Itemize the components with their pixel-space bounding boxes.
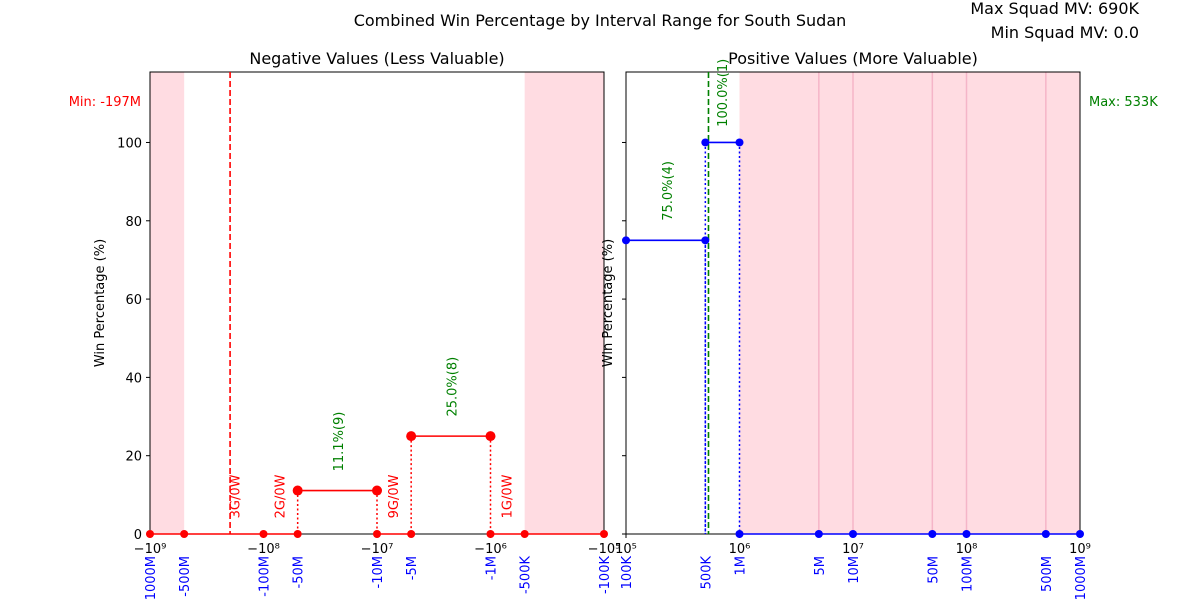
negative-values-panel: 0 20 40 60 80 100 Win Percentage (%) Negative V… xyxy=(69,49,621,600)
max-squad-mv-label: Max Squad MV: 690K xyxy=(970,0,1139,18)
data-point xyxy=(259,530,268,538)
interval-tick-label: -50M xyxy=(292,556,307,588)
data-point xyxy=(406,431,417,442)
interval-tick-label: -1000M xyxy=(144,556,159,600)
data-point xyxy=(372,485,382,496)
x-tick-label: −10⁸ xyxy=(247,542,280,557)
y-tick-label: 20 xyxy=(125,450,142,465)
data-point xyxy=(735,530,744,538)
data-point xyxy=(180,530,189,538)
interval-tick-label: 10M xyxy=(847,556,862,584)
y-tick-label: 40 xyxy=(125,371,142,386)
x-tick-label: −10⁷ xyxy=(361,542,394,557)
data-point xyxy=(622,236,630,245)
y-tick-label: 100 xyxy=(117,136,142,151)
data-point xyxy=(407,530,416,538)
data-point xyxy=(1041,530,1050,538)
data-annotation: 2G/0W xyxy=(274,474,289,518)
interval-tick-label: -100K xyxy=(598,556,613,595)
data-point xyxy=(146,530,154,538)
interval-tick-label: 100K xyxy=(620,556,635,590)
x-tick-label: −10⁹ xyxy=(134,542,167,557)
data-annotation: 1G/0W xyxy=(501,474,516,518)
interval-tick-label: -100M xyxy=(258,556,273,597)
interval-tick-label: 1M xyxy=(734,556,749,576)
data-point xyxy=(373,530,381,538)
interval-tick-label: -1M xyxy=(485,556,500,580)
interval-tick-label: 500M xyxy=(1040,556,1055,592)
data-annotation: 9G/0W xyxy=(387,474,402,518)
x-tick-label: −10⁶ xyxy=(474,542,507,557)
interval-tick-label: -5M xyxy=(405,556,420,580)
interval-tick-label: 500K xyxy=(699,556,714,590)
data-point xyxy=(701,236,710,245)
data-annotation: 75.0%(4) xyxy=(661,161,676,221)
data-point xyxy=(293,530,302,538)
y-axis-label: Win Percentage (%) xyxy=(93,239,108,367)
y-axis-label: Win Percentage (%) xyxy=(601,239,616,367)
x-tick-label: 10⁸ xyxy=(956,542,978,557)
data-point xyxy=(735,138,744,147)
data-point xyxy=(849,530,857,538)
data-point xyxy=(486,530,495,538)
interval-tick-label: 50M xyxy=(926,556,941,584)
interval-tick-label: 5M xyxy=(813,556,828,576)
figure-suptitle: Combined Win Percentage by Interval Rang… xyxy=(354,11,847,30)
data-point xyxy=(701,138,710,147)
shaded-range xyxy=(150,72,185,534)
positive-values-panel: Win Percentage (%) Positive Values (More … xyxy=(601,49,1158,600)
shaded-range xyxy=(524,72,604,534)
data-annotation: 3G/0W xyxy=(229,474,244,518)
interval-tick-label: -10M xyxy=(371,556,386,588)
x-tick-label: 10⁹ xyxy=(1069,542,1091,557)
data-point xyxy=(928,530,937,538)
min-value-label: Min: -197M xyxy=(69,95,141,110)
data-annotation: 11.1%(9) xyxy=(332,412,347,472)
y-tick-label: 60 xyxy=(125,293,142,308)
shaded-range xyxy=(739,72,1080,534)
x-tick-label: 10⁵ xyxy=(615,542,637,557)
data-point xyxy=(485,431,496,442)
x-tick-label: 10⁶ xyxy=(729,542,751,557)
interval-tick-label: 100M xyxy=(961,556,976,592)
data-point xyxy=(520,530,529,538)
data-point xyxy=(292,485,303,496)
data-point xyxy=(1076,530,1084,538)
y-tick-label: 80 xyxy=(125,215,142,230)
max-value-label: Max: 533K xyxy=(1089,95,1158,110)
data-annotation: 25.0%(8) xyxy=(446,357,461,417)
data-point xyxy=(962,530,971,538)
y-tick-label: 0 xyxy=(134,528,142,543)
data-point xyxy=(600,530,608,538)
interval-tick-label: 1000M xyxy=(1074,556,1089,600)
data-point xyxy=(814,530,823,538)
interval-tick-label: -500K xyxy=(519,556,534,595)
x-tick-label: 10⁷ xyxy=(842,542,864,557)
x-tick-label: −10⁵ xyxy=(588,542,621,557)
panel-title: Negative Values (Less Valuable) xyxy=(249,49,504,68)
data-annotation: 100.0%(1) xyxy=(716,59,731,127)
panel-title: Positive Values (More Valuable) xyxy=(728,49,978,68)
interval-tick-label: -500M xyxy=(178,556,193,597)
min-squad-mv-label: Min Squad MV: 0.0 xyxy=(991,23,1139,42)
